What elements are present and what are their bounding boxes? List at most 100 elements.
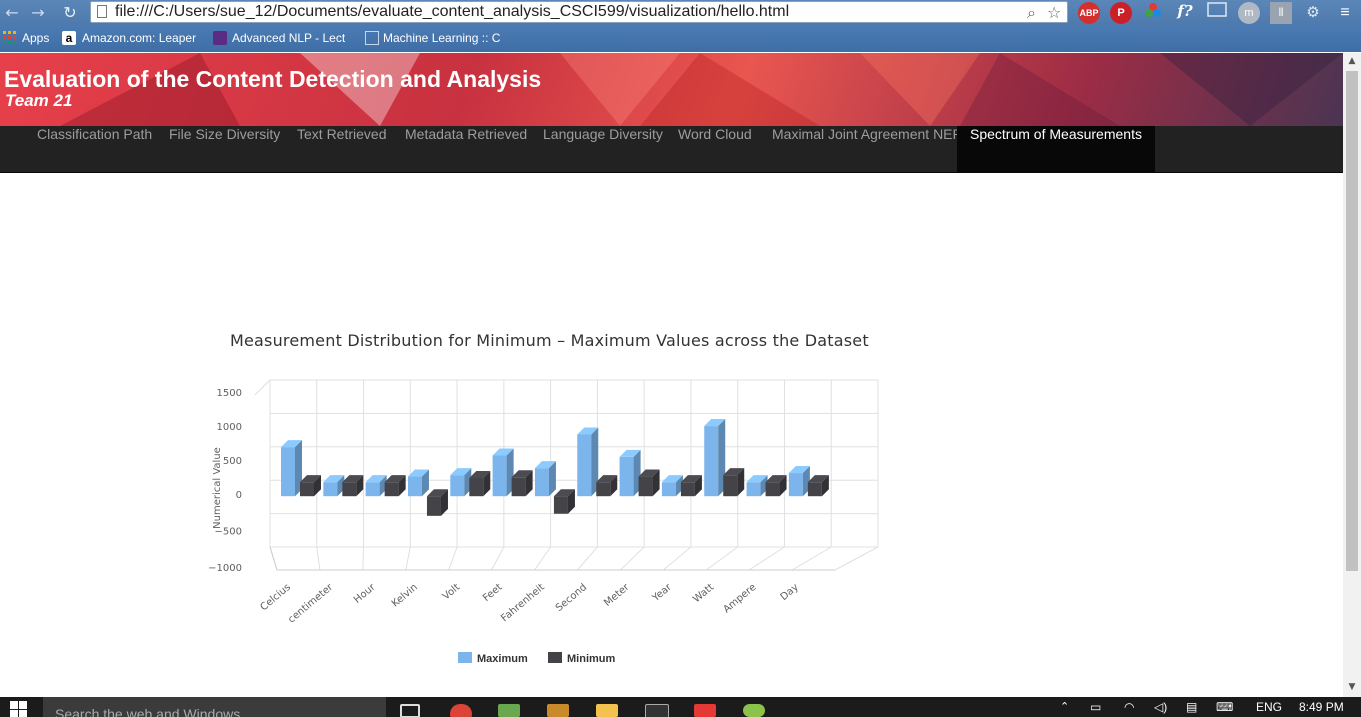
nav-maximal-joint-agreement-ner[interactable]: Maximal Joint Agreement NER (772, 126, 963, 142)
bookmark-advanced-nlp[interactable]: Advanced NLP - Lect (232, 31, 346, 45)
taskbar-search-placeholder: Search the web and Windows (55, 706, 241, 717)
bar-maximum[interactable] (746, 482, 761, 497)
bar-maximum[interactable] (534, 468, 549, 497)
network-icon[interactable]: ▭ (1090, 700, 1102, 714)
y-tick-label: 500 (223, 456, 242, 467)
bar-top (384, 475, 406, 483)
bar-side (821, 475, 829, 497)
bar-maximum[interactable] (661, 482, 676, 497)
bar-maximum[interactable] (788, 473, 803, 497)
nav-spectrum-of-measurements[interactable]: Spectrum of Measurements (957, 126, 1155, 172)
scroll-up-icon[interactable]: ▲ (1348, 56, 1356, 66)
bar-maximum[interactable] (323, 482, 338, 497)
scrollbar-thumb[interactable] (1346, 71, 1358, 571)
color-picker-icon[interactable] (1142, 2, 1164, 24)
keyboard-icon[interactable]: ⌨ (1216, 700, 1234, 714)
windows-taskbar: Search the web and Windows ⌃ ▭ ◠ ◁) ▤ ⌨ … (0, 697, 1361, 717)
pinterest-icon[interactable]: P (1110, 2, 1132, 24)
address-url[interactable]: file:///C:/Users/sue_12/Documents/evalua… (115, 3, 790, 20)
banner-pattern (60, 53, 1343, 126)
sublime-icon[interactable] (547, 704, 569, 717)
bar-minimum[interactable] (807, 482, 822, 497)
windows-start-icon[interactable] (10, 701, 28, 717)
nlp-site-icon (213, 31, 227, 45)
bar-maximum[interactable] (704, 426, 719, 497)
bar-minimum[interactable] (342, 482, 357, 497)
nav-classification-path[interactable]: Classification Path (37, 126, 153, 142)
bookmark-star-icon[interactable]: ☆ (1047, 3, 1062, 22)
address-bar[interactable]: file:///C:/Users/sue_12/Documents/evalua… (90, 1, 1068, 23)
y-tick-label: 1500 (217, 388, 242, 399)
bar-top (450, 468, 472, 476)
bar-minimum[interactable] (553, 496, 568, 514)
bar-top (553, 489, 575, 497)
nav-word-cloud[interactable]: Word Cloud (678, 126, 752, 142)
apps-grid-icon[interactable] (3, 31, 17, 45)
bar-side (591, 427, 599, 497)
extension-puzzle-icon[interactable]: ⚙ (1306, 4, 1320, 21)
bar-side (483, 470, 491, 497)
bar-minimum[interactable] (300, 482, 314, 497)
bar-minimum[interactable] (384, 482, 399, 497)
bookmarks-bar: Apps a Amazon.com: Leaper Advanced NLP -… (0, 26, 1361, 52)
bar-maximum[interactable] (619, 456, 634, 497)
scroll-down-icon[interactable]: ▼ (1348, 682, 1356, 692)
file-explorer-icon[interactable] (596, 704, 618, 717)
bar-top (426, 489, 448, 497)
bar-maximum[interactable] (492, 455, 507, 497)
library-icon[interactable]: ⫴ (1270, 2, 1292, 24)
bar-minimum[interactable] (680, 482, 695, 497)
bar-top (365, 475, 387, 483)
adblock-icon[interactable]: ABP (1078, 2, 1100, 24)
bar-side (356, 475, 364, 497)
nav-metadata-retrieved[interactable]: Metadata Retrieved (405, 126, 528, 142)
task-view-icon[interactable] (400, 704, 420, 717)
language-indicator[interactable]: ENG (1256, 700, 1283, 714)
gridline (316, 546, 321, 571)
app-icon[interactable] (498, 704, 520, 717)
bar-top (746, 475, 768, 483)
wifi-icon[interactable]: ◠ (1124, 700, 1135, 714)
bar-minimum[interactable] (426, 496, 441, 516)
profile-icon[interactable]: m (1238, 2, 1260, 24)
filezilla-icon[interactable] (694, 704, 716, 717)
legend-item-maximum[interactable]: Maximum (477, 653, 528, 665)
legend-swatch (458, 652, 472, 663)
volume-icon[interactable]: ◁) (1154, 700, 1168, 714)
nav-file-size-diversity[interactable]: File Size Diversity (169, 126, 281, 142)
bar-maximum[interactable] (407, 476, 422, 497)
menu-icon[interactable]: ≡ (1340, 4, 1350, 21)
bookmark-amazon[interactable]: Amazon.com: Leaper (82, 31, 197, 45)
terminal-icon[interactable] (645, 704, 669, 717)
bar-minimum[interactable] (723, 475, 738, 497)
page-scrollbar[interactable]: ▲ ▼ (1343, 53, 1361, 697)
cast-icon[interactable] (1206, 2, 1228, 24)
taskbar-search-box[interactable]: Search the web and Windows (43, 697, 386, 717)
bar-minimum[interactable] (638, 476, 653, 497)
bar-maximum[interactable] (577, 434, 592, 497)
bar-minimum[interactable] (765, 482, 780, 497)
formula-icon[interactable]: f? (1177, 2, 1193, 20)
bookmark-machine-learning[interactable]: Machine Learning :: C (383, 31, 501, 45)
notification-icon[interactable]: ▤ (1186, 700, 1198, 714)
forward-arrow-icon[interactable]: → (31, 3, 45, 22)
bar-maximum[interactable] (281, 447, 295, 497)
bookmark-apps[interactable]: Apps (22, 31, 50, 45)
back-arrow-icon[interactable]: ← (5, 3, 19, 22)
search-icon[interactable]: ⌕ (1027, 3, 1036, 22)
bar-minimum[interactable] (596, 482, 611, 497)
reload-icon[interactable]: ↻ (63, 3, 77, 22)
nav-text-retrieved[interactable]: Text Retrieved (297, 126, 387, 142)
chrome-icon[interactable] (450, 704, 472, 717)
bar-minimum[interactable] (511, 477, 526, 497)
tray-chevron-icon[interactable]: ⌃ (1060, 701, 1070, 713)
paint-icon[interactable] (743, 704, 765, 717)
bar-top (788, 466, 810, 474)
bar-maximum[interactable] (450, 475, 465, 497)
clock[interactable]: 8:49 PM (1299, 700, 1344, 714)
bar-maximum[interactable] (365, 482, 380, 497)
legend-item-minimum[interactable]: Minimum (567, 653, 615, 665)
measurement-chart: 1500 1000 500 0 −500 −1000 Numerical Value Celc… (208, 379, 879, 665)
nav-language-diversity[interactable]: Language Diversity (543, 126, 663, 142)
bar-minimum[interactable] (469, 477, 484, 497)
